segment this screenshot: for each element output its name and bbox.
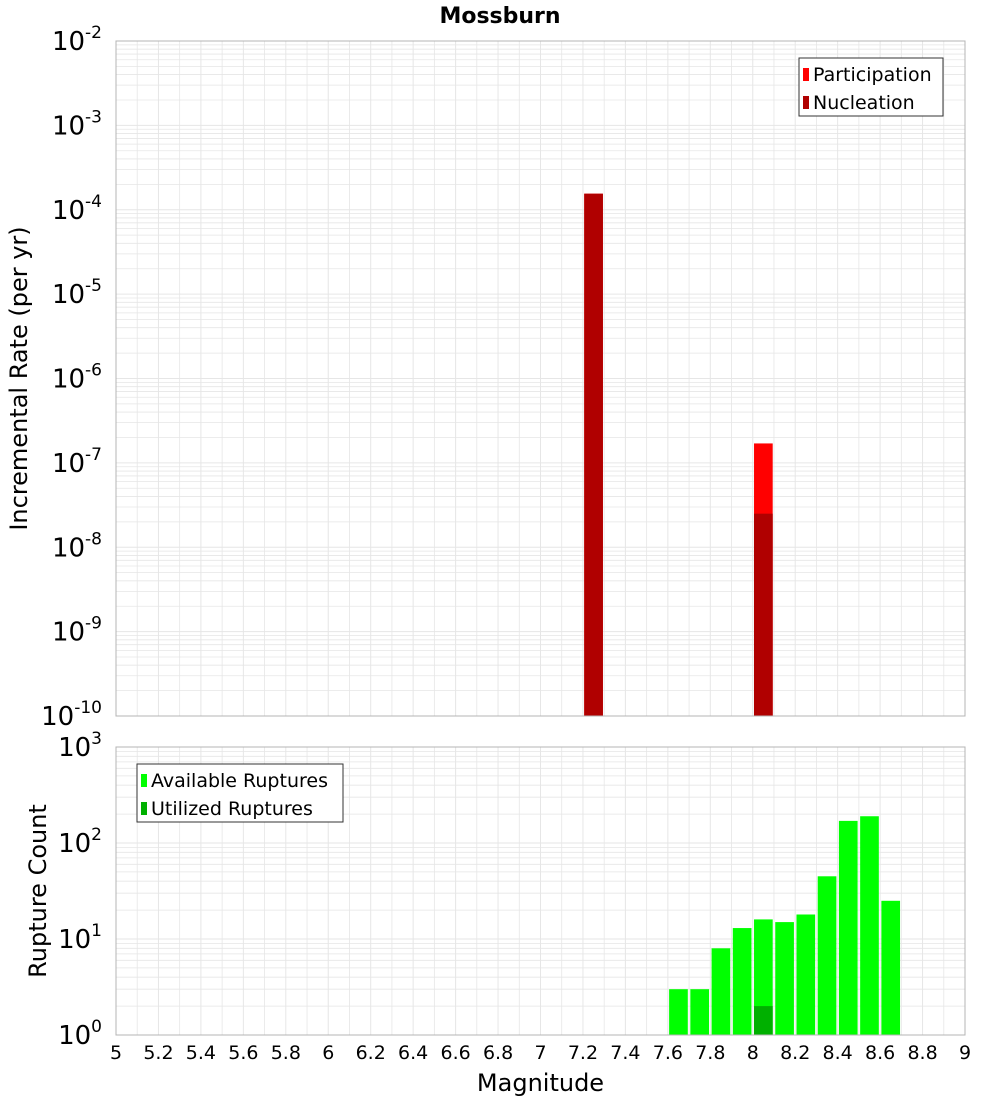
top-ytick-label: 10-2 [52, 23, 102, 57]
top-ytick-label: 10-4 [52, 192, 102, 226]
x-tick-label: 8.4 [823, 1042, 853, 1064]
x-tick-label: 6 [322, 1042, 334, 1064]
bottom-bar-available-ruptures [860, 816, 879, 1035]
x-tick-label: 5.8 [271, 1042, 301, 1064]
top-ytick-label: 10-3 [52, 107, 102, 141]
x-tick-label: 6.4 [398, 1042, 428, 1064]
bottom-ytick-label: 102 [58, 825, 102, 859]
bottom-legend-swatch [141, 774, 147, 787]
bottom-bar-available-ruptures [838, 820, 858, 1035]
x-tick-label: 7.2 [568, 1042, 598, 1064]
bottom-bar-available-ruptures [775, 922, 794, 1035]
top-ytick-label: 10-6 [52, 361, 102, 395]
bottom-bar-available-ruptures [732, 928, 752, 1035]
bottom-ytick-label: 103 [58, 729, 102, 763]
top-ytick-label: 10-9 [52, 614, 102, 648]
top-ytick-label: 10-7 [52, 445, 102, 479]
bottom-ytick-label: 101 [58, 921, 102, 955]
x-tick-label: 8.8 [907, 1042, 937, 1064]
bottom-ytick-label: 100 [58, 1017, 102, 1051]
x-tick-label: 5 [110, 1042, 122, 1064]
x-tick-label: 5.4 [186, 1042, 216, 1064]
bottom-legend-label: Available Ruptures [151, 770, 328, 792]
x-axis-label: Magnitude [477, 1069, 604, 1097]
x-tick-label: 9 [959, 1042, 971, 1064]
bottom-bar-available-ruptures [817, 876, 837, 1035]
x-tick-label: 8.6 [865, 1042, 895, 1064]
x-tick-label: 7.8 [695, 1042, 725, 1064]
top-legend [798, 57, 944, 117]
bottom-bar-available-ruptures [690, 989, 710, 1035]
x-tick-label: 8.2 [780, 1042, 810, 1064]
top-ytick-label: 10-8 [52, 529, 102, 563]
top-legend-swatch [803, 68, 809, 81]
bottom-bar-utilized-ruptures [754, 1006, 773, 1035]
top-bar-nucleation [754, 513, 773, 716]
chart-title: Mossburn [439, 4, 560, 29]
bottom-panel: 100 101 102 103 Rupture Count Available Ruptu… [24, 729, 966, 1051]
x-tick-label: 7 [534, 1042, 546, 1064]
bottom-frame [115, 746, 966, 1036]
top-ytick-label: 10-5 [52, 276, 102, 310]
x-tick-label: 6.2 [356, 1042, 386, 1064]
x-tick-label: 6.8 [483, 1042, 513, 1064]
bottom-bar-available-ruptures [711, 948, 731, 1035]
x-tick-label: 5.2 [143, 1042, 173, 1064]
top-bar-nucleation [584, 193, 603, 716]
x-tick-label: 7.6 [653, 1042, 683, 1064]
bottom-bar-available-ruptures [669, 989, 688, 1035]
bottom-ylabel: Rupture Count [24, 804, 52, 978]
top-legend-label: Nucleation [813, 92, 915, 114]
top-ytick-label: 10-10 [41, 698, 102, 732]
top-frame [115, 40, 966, 717]
x-tick-label: 5.6 [228, 1042, 258, 1064]
x-tick-label: 7.4 [610, 1042, 640, 1064]
top-panel: 10-10 10-9 10-8 10-7 10-6 10-5 10-4 10-3 10-2 Inc… [5, 23, 966, 732]
bottom-bar-available-ruptures [796, 914, 816, 1035]
x-tick-label: 8 [747, 1042, 759, 1064]
bottom-bar-available-ruptures [881, 900, 901, 1035]
bottom-legend [136, 763, 344, 823]
bottom-legend-label: Utilized Ruptures [151, 798, 313, 820]
top-legend-label: Participation [813, 64, 932, 86]
top-ylabel: Incremental Rate (per yr) [5, 226, 33, 530]
bottom-legend-swatch [141, 802, 147, 815]
top-legend-swatch [803, 96, 809, 109]
x-tick-label: 6.6 [440, 1042, 470, 1064]
